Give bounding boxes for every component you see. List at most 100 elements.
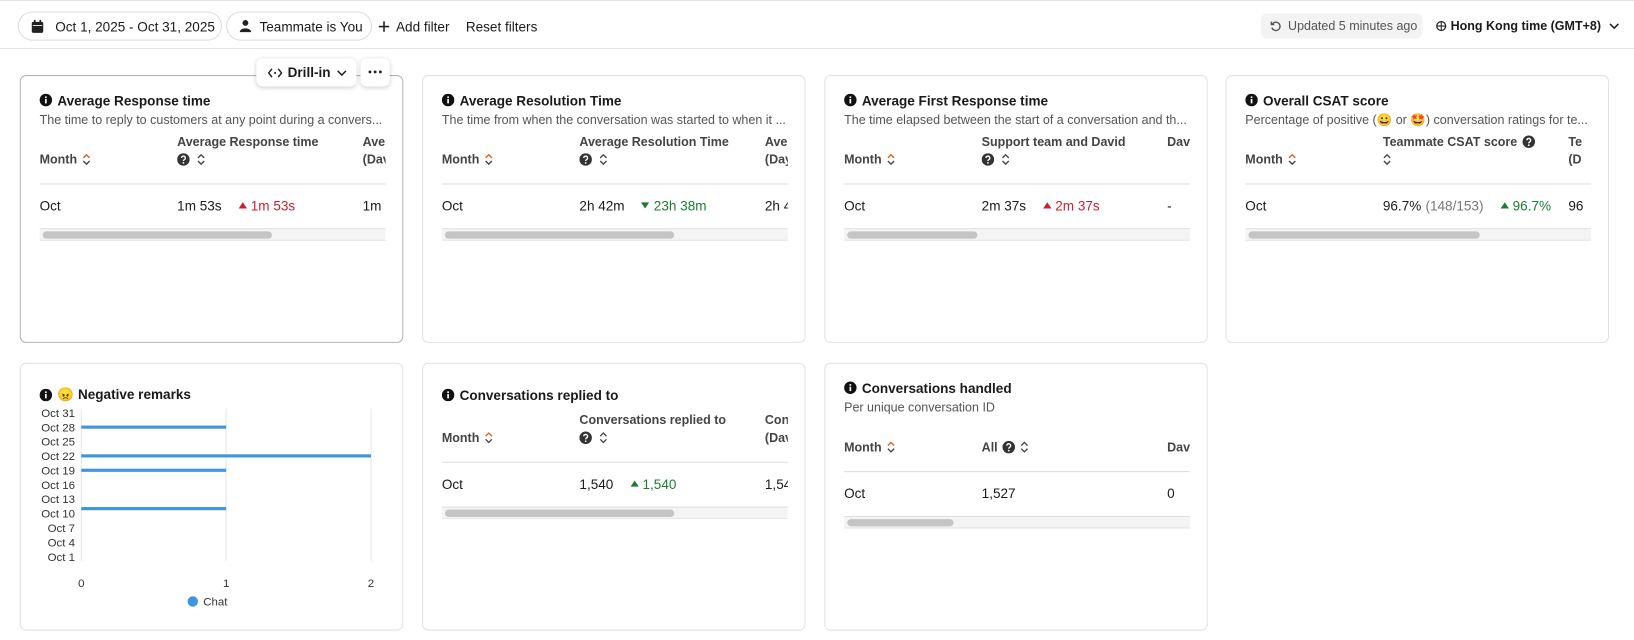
column-label: Te <box>1568 134 1583 150</box>
chart: 0 1 2 Oct 1 Oct 4 Oct 7 Oct 10 Oct 13 Oct 16 Oct … <box>41 408 374 609</box>
column-label: All <box>981 439 998 455</box>
table-cell: 2h 42m 23h 38m <box>579 197 706 214</box>
card-description: Per unique conversation ID <box>844 400 995 415</box>
column-header: Month <box>442 430 493 445</box>
cell-text: 1,540 <box>579 475 614 492</box>
help-icon-part <box>182 162 185 164</box>
column-label: Average Response time <box>177 134 319 150</box>
help-icon-part <box>1006 443 1012 449</box>
header-divider <box>441 183 788 185</box>
person-icon <box>239 20 252 33</box>
column-label: Month <box>441 152 480 167</box>
reset-filters-label: Reset filters <box>465 18 538 34</box>
column-header: Month <box>1245 152 1296 167</box>
column-sub-label: (Day <box>764 152 788 167</box>
table-cell: 96.7% (148/153) 96.7% <box>1383 197 1551 214</box>
help-icon <box>579 153 592 166</box>
x-tick-label: 1 <box>223 578 229 590</box>
y-tick-label: Oct 19 <box>41 465 75 477</box>
column-label: Month <box>441 430 480 446</box>
bar <box>81 507 227 511</box>
x-tick-label: 2 <box>368 578 374 590</box>
header-divider <box>844 183 1191 185</box>
timezone[interactable]: Hong Kong time (GMT+8) <box>1436 11 1620 40</box>
card: Overall CSAT score Percentage of positive… <box>1225 75 1610 343</box>
sort-icon <box>197 153 205 166</box>
dots-icon <box>368 70 382 74</box>
card-title: Conversations replied to <box>459 387 619 403</box>
table-cell: 2m 37s 2m 37s <box>982 197 1100 214</box>
column-header: Month <box>442 152 493 167</box>
column-label: Dav <box>1167 134 1191 150</box>
table: Month Teammate CSAT score Te (D Oct 96.7% (148… <box>1245 133 1592 241</box>
help-icon-part <box>584 440 587 443</box>
cell-text: 96.7% <box>1382 197 1422 214</box>
cell-text: 2m 37s <box>981 197 1027 214</box>
table: Month Conversations replied to Con (Dav Oct 1… <box>441 412 788 520</box>
chevron-icon <box>1609 23 1620 30</box>
sort-icon-part <box>887 448 895 453</box>
sort-icon-part <box>485 438 493 444</box>
info-icon <box>844 93 857 107</box>
cell-text: 1m 53s <box>177 197 222 214</box>
header-divider <box>39 183 386 185</box>
drill-in-button[interactable]: Drill-in <box>256 58 357 87</box>
cell-text: 1,54 <box>764 475 788 492</box>
help-icon <box>1522 135 1535 149</box>
cell-text: 1,527 <box>981 485 1016 501</box>
card: 😠 Negative remarks 0 1 2 Oct 1 Oct 4 Oct 7 Oct … <box>19 362 404 631</box>
column-controls <box>981 152 1010 167</box>
updated: Updated 5 minutes ago <box>1288 18 1418 34</box>
table-cell: 1,540 1,540 <box>579 475 676 492</box>
reset-filters[interactable]: Reset filters <box>466 11 538 40</box>
more-button[interactable] <box>360 58 390 87</box>
sort-icon <box>1288 153 1296 166</box>
column-sub-label: (D <box>1568 152 1582 167</box>
info-icon-part <box>45 393 47 399</box>
cell-text: Oct <box>844 197 866 214</box>
help-icon-part <box>987 162 989 164</box>
info-icon-part <box>1250 99 1253 104</box>
scrollbar-track <box>844 229 1191 241</box>
card-header: 😠 Negative remarks <box>39 387 191 404</box>
bar <box>81 454 371 458</box>
help-icon <box>1002 440 1016 454</box>
column-header: Teammate CSAT score <box>1383 134 1535 149</box>
column-controls <box>177 152 205 167</box>
sort-icon-part <box>82 160 91 166</box>
column-label: Con <box>764 412 788 428</box>
table-cell: Oct <box>844 197 865 214</box>
date-filter[interactable]: Oct 1, 2025 - Oct 31, 2025 <box>17 11 222 41</box>
y-tick-label: Oct 16 <box>41 480 75 492</box>
column-label: Month <box>844 152 882 167</box>
y-tick-label: Oct 4 <box>48 537 76 549</box>
y-tick-label: Oct 31 <box>41 408 75 420</box>
help-icon-part <box>1527 144 1530 147</box>
sort-icon <box>887 153 895 166</box>
table-cell: - <box>1167 197 1172 214</box>
sort-icon-part <box>599 160 607 166</box>
card: Average Response time The time to reply t… <box>19 75 404 343</box>
column-header: Ave <box>363 134 385 149</box>
column-header: Month <box>844 152 895 167</box>
trend-icon-part <box>629 480 639 487</box>
row-divider <box>1245 228 1592 230</box>
table-cell: Oct <box>442 197 463 214</box>
scrollbar-thumb <box>847 231 978 239</box>
card-header: Average Response time <box>39 92 210 109</box>
card-description: The time to reply to customers at any po… <box>39 112 383 128</box>
column-sub-label: (Dav <box>764 430 788 446</box>
column-header: Dav <box>1167 440 1190 455</box>
cell-text: 0 <box>1167 485 1175 501</box>
column-label: Ave <box>764 134 788 150</box>
calendar-icon <box>31 19 44 33</box>
card: Average Resolution Time The time from whe… <box>422 75 806 343</box>
add-filter[interactable]: Add filter <box>378 11 449 40</box>
info-icon-part <box>849 384 852 386</box>
sort-icon-part <box>599 438 607 444</box>
row-divider <box>844 515 1191 517</box>
table-cell: 1,54 <box>765 475 788 492</box>
teammate-filter[interactable]: Teammate is You <box>226 11 373 41</box>
sort-icon-part <box>1383 160 1391 166</box>
table-cell: 0 <box>1167 485 1175 502</box>
